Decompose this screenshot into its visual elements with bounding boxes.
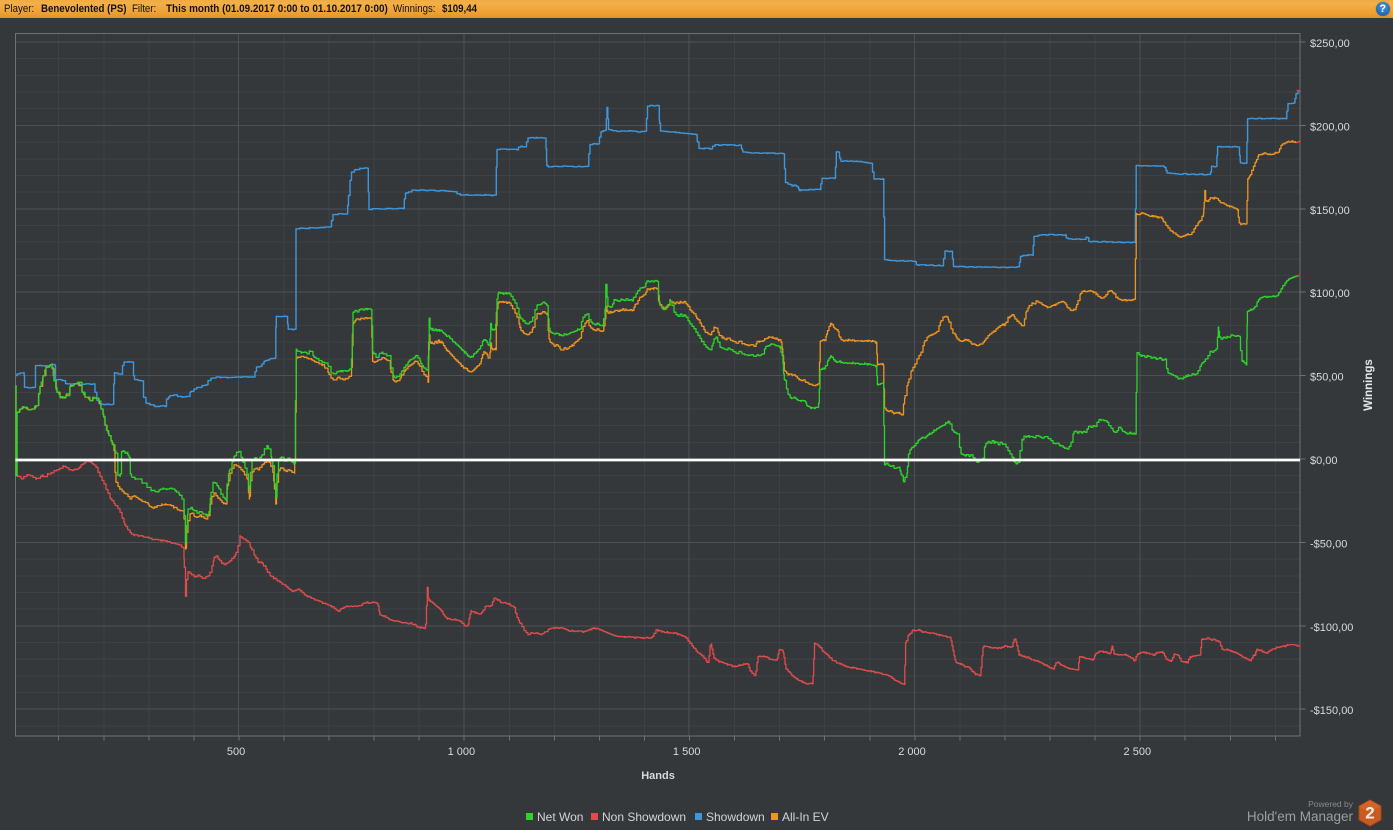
svg-text:$150,00: $150,00 xyxy=(1310,205,1350,217)
svg-text:-$150,00: -$150,00 xyxy=(1310,705,1353,717)
svg-text:2 000: 2 000 xyxy=(898,746,926,758)
svg-text:$200,00: $200,00 xyxy=(1310,121,1350,133)
svg-text:$50,00: $50,00 xyxy=(1310,372,1344,384)
svg-text:$250,00: $250,00 xyxy=(1310,38,1350,50)
svg-text:1 500: 1 500 xyxy=(673,746,701,758)
svg-text:500: 500 xyxy=(227,746,245,758)
svg-text:Winnings: Winnings xyxy=(1363,359,1375,411)
svg-text:1 000: 1 000 xyxy=(448,746,476,758)
svg-text:$0,00: $0,00 xyxy=(1310,455,1338,467)
svg-text:$100,00: $100,00 xyxy=(1310,288,1350,300)
svg-text:-$100,00: -$100,00 xyxy=(1310,622,1353,634)
svg-text:2 500: 2 500 xyxy=(1124,746,1152,758)
svg-text:2: 2 xyxy=(1365,804,1374,823)
svg-text:Hands: Hands xyxy=(641,770,675,782)
svg-text:-$50,00: -$50,00 xyxy=(1310,538,1347,550)
